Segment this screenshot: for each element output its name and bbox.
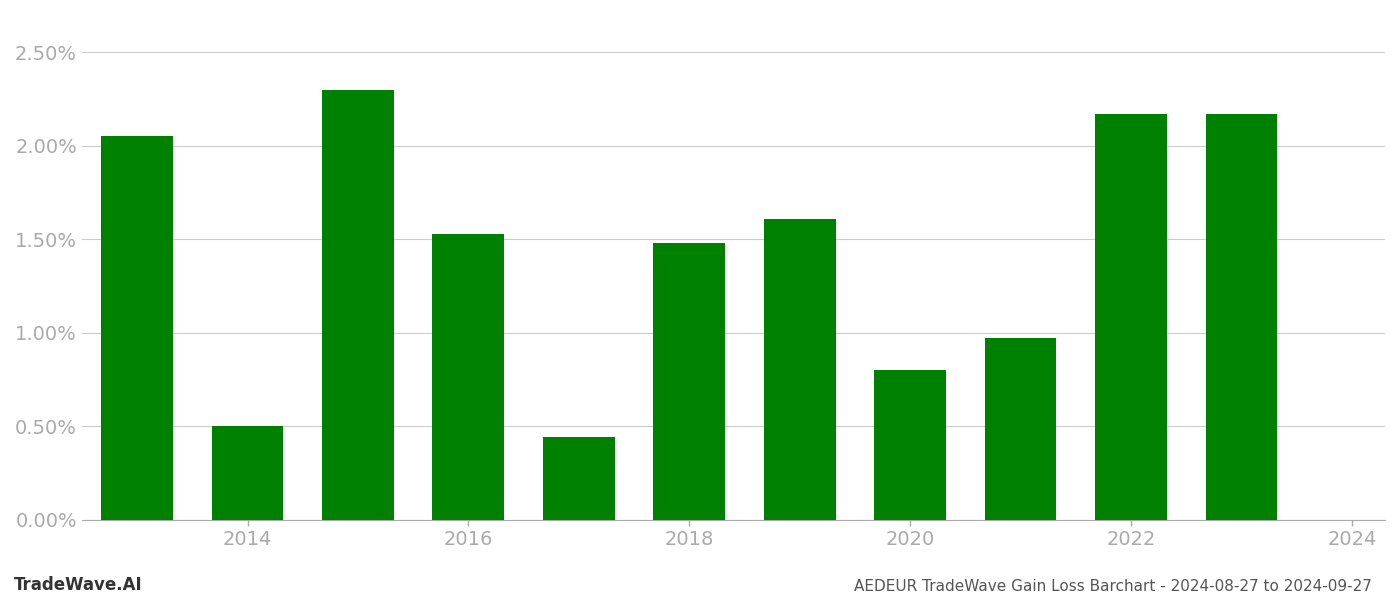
Text: AEDEUR TradeWave Gain Loss Barchart - 2024-08-27 to 2024-09-27: AEDEUR TradeWave Gain Loss Barchart - 20…: [854, 579, 1372, 594]
Bar: [1205, 114, 1277, 520]
Text: TradeWave.AI: TradeWave.AI: [14, 576, 143, 594]
Bar: [101, 136, 174, 520]
Bar: [984, 338, 1057, 520]
Bar: [654, 243, 725, 520]
Bar: [433, 233, 504, 520]
Bar: [211, 426, 283, 520]
Bar: [1095, 114, 1166, 520]
Bar: [874, 370, 946, 520]
Bar: [764, 219, 836, 520]
Bar: [543, 437, 615, 520]
Bar: [322, 90, 393, 520]
